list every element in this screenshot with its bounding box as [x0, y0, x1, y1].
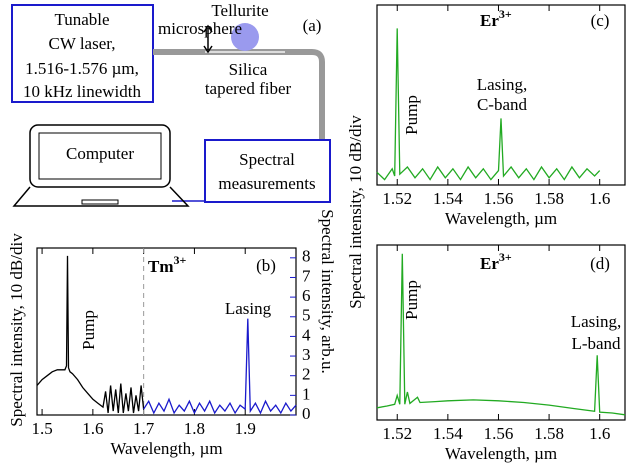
- annotation: Lasing: [225, 299, 272, 318]
- x-axis-label: Wavelength, µm: [110, 439, 222, 458]
- laptop-display: [38, 132, 162, 180]
- laser-text: 10 kHz linewidth: [23, 82, 142, 101]
- laser-text: CW laser,: [49, 34, 116, 53]
- annotation: Lasing,: [477, 75, 528, 94]
- x-tick-label: 1.9: [235, 419, 256, 438]
- spectrum-line: [376, 253, 626, 416]
- y2-tick-label: 1: [302, 384, 311, 403]
- ion-label: Er3+: [480, 7, 512, 30]
- spectrometer-box: [204, 139, 331, 203]
- y2-axis-label: Spectral intensity, arb.u.: [318, 209, 337, 374]
- annotation: Pump: [79, 310, 98, 350]
- laser-text: Tunable: [54, 10, 109, 29]
- plot-frame: [36, 247, 297, 416]
- annotation: Lasing,: [571, 312, 622, 331]
- x-tick-label: 1.56: [484, 424, 514, 443]
- x-tick-label: 1.52: [382, 424, 412, 443]
- ion-label: Tm3+: [148, 253, 187, 276]
- ion-symbol: Er: [480, 254, 499, 273]
- plot-frame: [376, 4, 626, 186]
- y-axis-label: Spectral intensity, 10 dB/div: [346, 115, 365, 309]
- fiber: [153, 49, 325, 140]
- ion-symbol: Er: [480, 11, 499, 30]
- panel-label: (c): [591, 11, 610, 30]
- microsphere-label: microsphere: [158, 19, 242, 38]
- x-tick-label: 1.54: [433, 424, 463, 443]
- y-axis-label: Spectral intensity, 10 dB/div: [7, 233, 26, 427]
- x-tick-label: 1.56: [484, 189, 514, 208]
- ion-label: Er3+: [480, 250, 512, 273]
- y2-tick-label: 5: [302, 306, 311, 325]
- y2-tick-label: 3: [302, 345, 311, 364]
- panel-label: (b): [256, 256, 276, 275]
- annotation: Pump: [402, 280, 421, 320]
- x-tick-label: 1.8: [184, 419, 205, 438]
- panel-label: (d): [590, 254, 610, 273]
- ion-charge: 3+: [499, 7, 512, 21]
- spectrometer-text: Spectral: [239, 150, 295, 169]
- ion-charge: 3+: [174, 253, 187, 267]
- x-tick-label: 1.54: [433, 189, 463, 208]
- ion-symbol: Tm: [148, 257, 174, 276]
- spectrum-line: [376, 28, 601, 181]
- x-tick-label: 1.58: [534, 424, 564, 443]
- x-tick-label: 1.7: [133, 419, 155, 438]
- annotation: L-band: [571, 334, 621, 353]
- fiber-label: tapered fiber: [205, 79, 292, 98]
- microsphere-label: Tellurite: [211, 1, 268, 20]
- spectrometer-text: measurements: [218, 174, 315, 193]
- y2-tick-label: 0: [302, 404, 311, 423]
- x-tick-label: 1.6: [589, 189, 610, 208]
- annotation: Pump: [402, 95, 421, 135]
- y2-tick-label: 2: [302, 365, 311, 384]
- y2-tick-label: 7: [302, 266, 311, 285]
- y2-tick-label: 8: [302, 247, 311, 266]
- y2-tick-label: 6: [302, 286, 311, 305]
- x-tick-label: 1.5: [31, 419, 52, 438]
- x-tick-label: 1.58: [534, 189, 564, 208]
- spectrum-line: [143, 318, 297, 415]
- x-tick-label: 1.52: [382, 189, 412, 208]
- computer-label: Computer: [66, 144, 134, 163]
- arrow: [203, 24, 213, 54]
- touchpad: [81, 199, 119, 205]
- microsphere: [231, 23, 259, 51]
- annotation: C-band: [477, 95, 528, 114]
- spectrum-line: [36, 255, 145, 414]
- ion-charge: 3+: [499, 250, 512, 264]
- panel-a: Tunable CW laser, 1.516-1.576 µm, 10 kHz…: [11, 1, 331, 207]
- x-tick-label: 1.6: [589, 424, 610, 443]
- x-axis-label: Wavelength, µm: [445, 444, 557, 463]
- laser-text: 1.516-1.576 µm,: [25, 59, 139, 78]
- laptop-screen: [29, 124, 171, 188]
- panel-label: (a): [303, 16, 322, 35]
- laptop-base: [12, 186, 190, 207]
- fiber-label: Silica: [229, 60, 268, 79]
- y2-tick-label: 4: [302, 325, 311, 344]
- x-axis-label: Wavelength, µm: [445, 209, 557, 228]
- x-tick-label: 1.6: [82, 419, 103, 438]
- plot-frame: [376, 244, 626, 421]
